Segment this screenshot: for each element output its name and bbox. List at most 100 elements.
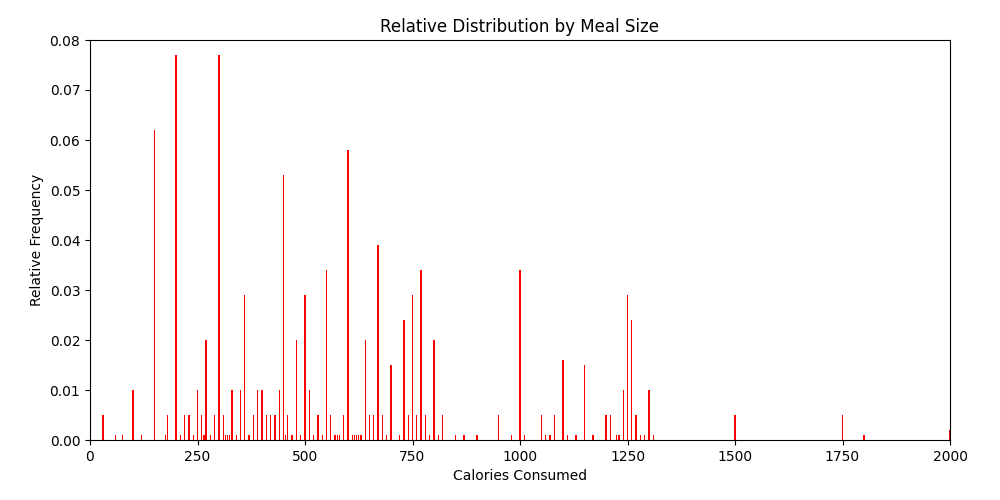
Bar <box>180 435 181 440</box>
Bar <box>373 415 374 440</box>
Bar <box>154 130 155 440</box>
Bar <box>592 435 594 440</box>
Bar <box>214 415 215 440</box>
Bar <box>365 340 366 440</box>
Bar <box>122 435 123 440</box>
Bar <box>605 415 607 440</box>
Bar <box>403 320 405 440</box>
Bar <box>455 435 456 440</box>
Bar <box>261 390 263 440</box>
Bar <box>279 390 280 440</box>
Bar <box>231 390 233 440</box>
Bar <box>949 430 951 440</box>
Bar <box>734 415 736 440</box>
Bar <box>356 435 357 440</box>
Bar <box>218 55 220 440</box>
Bar <box>433 340 435 440</box>
Bar <box>519 270 521 440</box>
Bar <box>326 270 327 440</box>
Bar <box>283 175 284 440</box>
Y-axis label: Relative Frequency: Relative Frequency <box>30 174 44 306</box>
Bar <box>352 435 353 440</box>
Bar <box>304 295 306 440</box>
Bar <box>165 435 166 440</box>
Bar <box>322 435 323 440</box>
Bar <box>300 435 301 440</box>
Bar <box>635 415 637 440</box>
Bar <box>287 415 288 440</box>
Bar <box>511 435 512 440</box>
Bar <box>648 390 650 440</box>
Bar <box>266 415 267 440</box>
X-axis label: Calories Consumed: Calories Consumed <box>453 470 587 484</box>
Bar <box>627 295 628 440</box>
Bar <box>408 415 409 440</box>
Bar <box>291 435 293 440</box>
Bar <box>377 245 379 440</box>
Bar <box>354 435 355 440</box>
Bar <box>360 435 362 440</box>
Bar <box>616 435 617 440</box>
Bar <box>227 435 228 440</box>
Bar <box>175 55 177 440</box>
Bar <box>203 435 205 440</box>
Bar <box>334 435 336 440</box>
Bar <box>429 435 430 440</box>
Bar <box>842 415 843 440</box>
Bar <box>631 320 632 440</box>
Bar <box>416 415 417 440</box>
Bar <box>270 415 271 440</box>
Bar <box>257 390 258 440</box>
Bar <box>201 415 202 440</box>
Bar <box>369 415 370 440</box>
Bar <box>618 435 620 440</box>
Bar <box>205 340 207 440</box>
Bar <box>420 270 422 440</box>
Bar <box>549 435 551 440</box>
Bar <box>541 415 542 440</box>
Bar <box>442 415 443 440</box>
Bar <box>358 435 359 440</box>
Bar <box>274 415 276 440</box>
Bar <box>236 435 237 440</box>
Bar <box>193 435 194 440</box>
Title: Relative Distribution by Meal Size: Relative Distribution by Meal Size <box>380 18 660 36</box>
Bar <box>132 390 134 440</box>
Bar <box>623 390 624 440</box>
Bar <box>347 150 349 440</box>
Bar <box>115 435 116 440</box>
Bar <box>244 295 245 440</box>
Bar <box>438 435 439 440</box>
Bar <box>317 415 319 440</box>
Bar <box>197 390 198 440</box>
Bar <box>229 435 230 440</box>
Bar <box>337 435 338 440</box>
Bar <box>188 415 190 440</box>
Bar <box>554 415 555 440</box>
Bar <box>225 435 226 440</box>
Bar <box>412 295 413 440</box>
Bar <box>463 435 465 440</box>
Bar <box>184 415 185 440</box>
Bar <box>863 435 865 440</box>
Bar <box>253 415 254 440</box>
Bar <box>524 435 525 440</box>
Bar <box>248 435 250 440</box>
Bar <box>343 415 344 440</box>
Bar <box>167 415 168 440</box>
Bar <box>240 390 241 440</box>
Bar <box>210 435 211 440</box>
Bar <box>390 365 392 440</box>
Bar <box>575 435 577 440</box>
Bar <box>102 415 104 440</box>
Bar <box>610 415 611 440</box>
Bar <box>223 415 224 440</box>
Bar <box>285 435 286 440</box>
Bar <box>640 435 641 440</box>
Bar <box>498 415 499 440</box>
Bar <box>399 435 400 440</box>
Bar <box>296 340 297 440</box>
Bar <box>644 435 645 440</box>
Bar <box>309 390 310 440</box>
Bar <box>386 435 387 440</box>
